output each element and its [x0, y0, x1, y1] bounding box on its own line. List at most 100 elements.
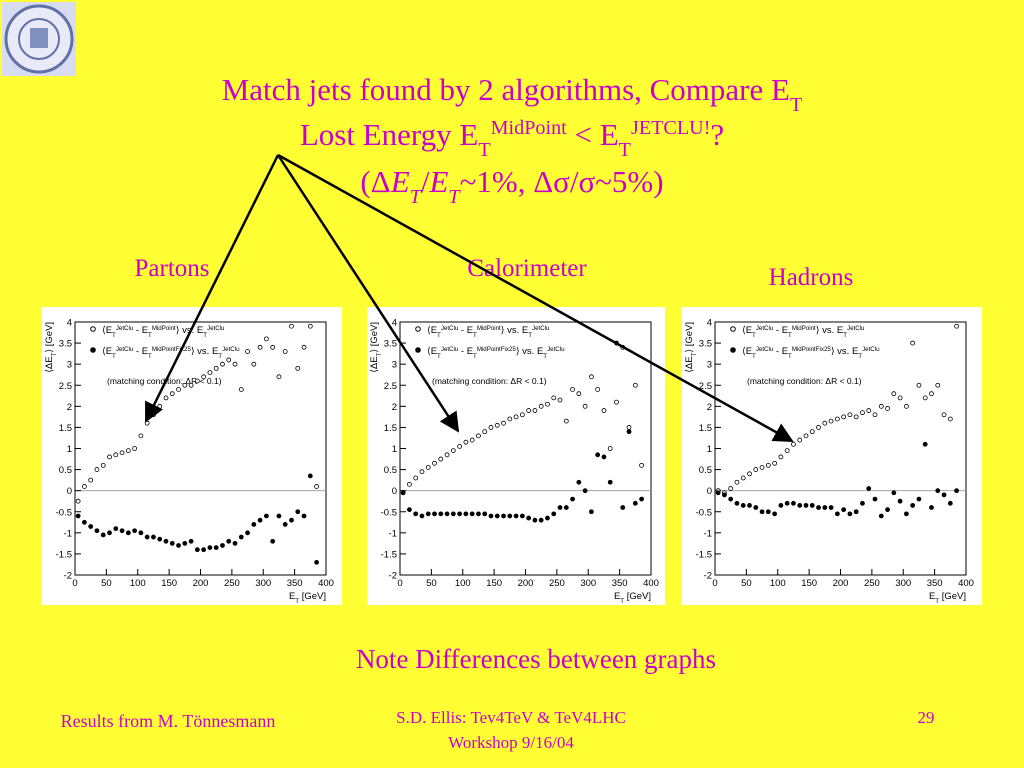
text-part: JetClu — [547, 346, 565, 353]
data-point — [425, 511, 431, 517]
x-tick-label: 150 — [801, 578, 817, 589]
text-part: T — [51, 352, 58, 356]
data-point — [513, 513, 519, 519]
text-part: T — [691, 352, 698, 356]
data-point — [582, 488, 588, 494]
text-part: T — [620, 598, 624, 605]
data-point — [176, 543, 181, 548]
y-tick-label: 2.5 — [699, 381, 712, 392]
data-point — [220, 543, 225, 548]
legend-marker — [415, 326, 421, 332]
text-part: ⟩ vs. E — [816, 325, 843, 336]
data-point — [450, 448, 456, 454]
data-point — [169, 540, 175, 546]
y-tick-label: 1.5 — [699, 423, 712, 434]
y-axis-label: ⟨ΔET⟩ [GeV] — [369, 322, 383, 373]
data-point — [289, 517, 294, 523]
x-tick-label: 100 — [455, 578, 471, 589]
text-part: ⟩ vs. E — [501, 325, 528, 336]
data-point — [601, 408, 607, 413]
data-point — [494, 513, 500, 519]
legend-marker — [415, 347, 421, 353]
x-tick-label: 100 — [130, 578, 146, 589]
data-point — [916, 496, 922, 502]
text-part: - E — [773, 346, 788, 357]
x-axis-label: ET [GeV] — [289, 591, 326, 605]
data-point — [282, 349, 288, 354]
data-point — [828, 505, 834, 510]
data-point — [772, 511, 778, 517]
data-point — [576, 391, 582, 397]
data-point — [734, 479, 740, 485]
data-point — [897, 395, 903, 401]
data-point — [803, 503, 809, 508]
x-axis-label: ET [GeV] — [929, 591, 966, 605]
text-part: JetClu — [756, 325, 774, 332]
data-point — [853, 414, 859, 420]
data-point — [816, 425, 821, 430]
text-part: JetClu — [116, 346, 134, 353]
data-point — [207, 370, 213, 376]
data-point — [607, 446, 613, 451]
data-point — [715, 490, 721, 496]
chart-title: Partons — [135, 255, 210, 282]
logo — [2, 2, 76, 76]
data-point — [860, 410, 865, 416]
data-point — [113, 452, 119, 458]
data-point — [82, 519, 87, 525]
data-point — [947, 416, 953, 422]
page-number: 29 — [918, 708, 935, 727]
data-point — [929, 391, 934, 397]
data-point — [929, 505, 934, 510]
data-point — [232, 540, 238, 546]
y-tick-label: 0.5 — [384, 465, 397, 476]
x-tick-label: 350 — [927, 578, 943, 589]
text-part: T — [437, 332, 441, 339]
chart-panel — [682, 307, 982, 605]
y-tick-label: 0 — [707, 486, 712, 497]
text-part: T — [619, 139, 631, 161]
text-part: E — [390, 164, 410, 199]
text-part: ~1%, Δσ/σ~5%) — [460, 164, 664, 199]
data-point — [107, 454, 112, 460]
data-point — [119, 528, 125, 534]
text-part: MidPoint — [792, 325, 816, 332]
x-tick-label: 100 — [770, 578, 786, 589]
text-part: T — [473, 353, 477, 360]
data-point — [476, 511, 481, 517]
data-point — [834, 416, 840, 422]
data-point — [438, 456, 444, 462]
text-part: T — [858, 353, 862, 360]
text-part: ⟨ΔE — [369, 356, 380, 372]
data-point — [301, 513, 307, 519]
data-point — [226, 357, 232, 363]
y-axis-label: ⟨ΔET⟩ [GeV] — [684, 322, 698, 373]
data-point — [570, 387, 575, 392]
text-part: T — [790, 94, 802, 116]
arrows — [144, 153, 794, 443]
data-point — [557, 397, 563, 403]
x-tick-label: 350 — [287, 578, 303, 589]
chart-title: Hadrons — [769, 264, 854, 291]
x-tick-label: 350 — [612, 578, 628, 589]
data-point — [407, 507, 412, 513]
text-part: ⟨ΔE — [684, 356, 695, 372]
data-point — [753, 467, 759, 472]
data-point — [138, 433, 144, 439]
data-point — [954, 323, 959, 329]
data-point — [588, 509, 594, 515]
text-part: T — [112, 353, 116, 360]
legend-marker — [730, 347, 736, 353]
y-tick-label: -2 — [64, 571, 72, 582]
text-part: MidPoint — [152, 325, 176, 332]
y-tick-label: 4 — [67, 318, 72, 329]
text-part: ⟨E — [427, 346, 437, 357]
data-point — [759, 465, 765, 470]
data-point — [809, 429, 815, 435]
chart: Partons 0 50 100 150 200 250 300 350 400 -2 -1.5 -1 -… — [42, 255, 342, 605]
data-point — [507, 416, 513, 422]
text-part: T — [752, 332, 756, 339]
data-point — [201, 547, 207, 553]
y-tick-label: 3.5 — [59, 339, 72, 350]
data-point — [201, 374, 207, 380]
